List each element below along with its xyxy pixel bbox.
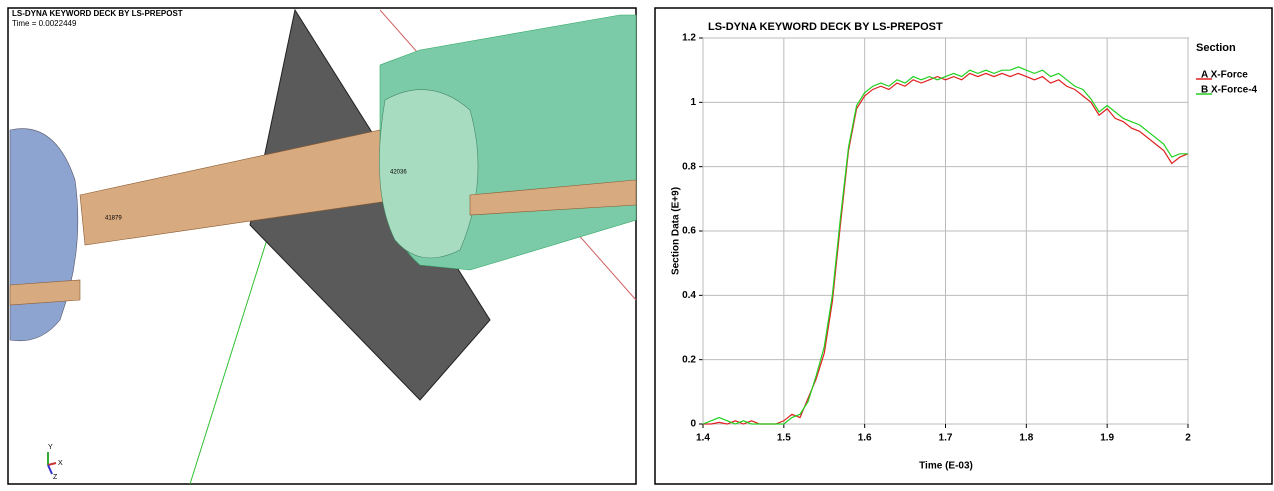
y-tick-label: 0 [690,419,696,430]
x-tick-label: 1.6 [858,433,872,444]
legend-label: B X-Force-4 [1201,85,1258,96]
triad-label: X [58,460,63,467]
x-tick-label: 1.8 [1019,433,1033,444]
y-tick-label: 0.6 [682,226,696,237]
y-tick-label: 1 [690,97,696,108]
y-tick-label: 0.8 [682,161,696,172]
node-label: 42036 [390,170,407,176]
triad-label: Z [53,474,58,481]
y-tick-label: 0.2 [682,354,696,365]
x-tick-label: 1.4 [696,433,710,444]
x-tick-label: 2 [1185,433,1191,444]
x-tick-label: 1.5 [777,433,791,444]
view-time: Time = 0.0022449 [12,19,77,28]
y-tick-label: 0.4 [682,290,696,301]
node-label: 41879 [105,216,122,222]
x-tick-label: 1.7 [939,433,953,444]
chart-border [655,8,1272,484]
chart-title: LS-DYNA KEYWORD DECK BY LS-PREPOST [708,21,943,33]
x-tick-label: 1.9 [1100,433,1114,444]
legend-title: Section [1196,42,1236,54]
x-axis-label: Time (E-03) [919,461,973,472]
view-title: LS-DYNA KEYWORD DECK BY LS-PREPOST [12,9,183,18]
y-axis-label: Section Data (E+9) [671,187,682,275]
y-tick-label: 1.2 [682,33,696,44]
triad-label: Y [48,444,53,451]
screenshot: LS-DYNA KEYWORD DECK BY LS-PREPOST Time … [0,0,1274,486]
model-view: LS-DYNA KEYWORD DECK BY LS-PREPOST Time … [8,8,636,484]
legend-label: A X-Force [1201,70,1248,81]
